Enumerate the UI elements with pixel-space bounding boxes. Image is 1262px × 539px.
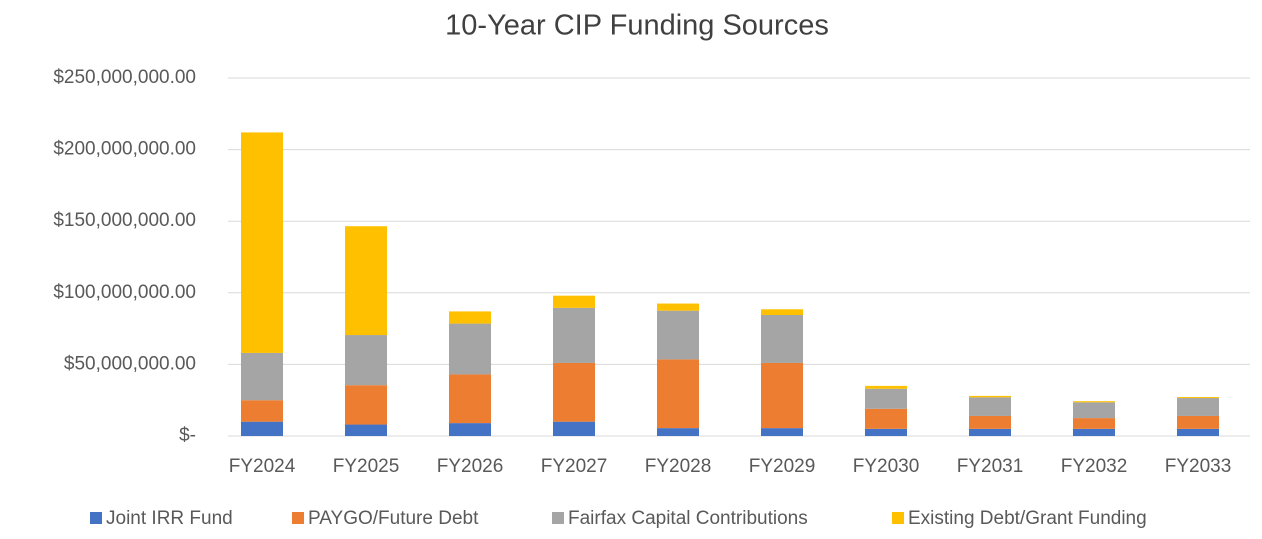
bar-segment — [449, 374, 491, 424]
bar-segment — [1073, 428, 1115, 436]
bar-segment — [1073, 401, 1115, 403]
bar-segment — [241, 421, 283, 436]
bar-segment — [1177, 428, 1219, 436]
y-tick-label: $200,000,000.00 — [53, 139, 196, 160]
legend-label: Existing Debt/Grant Funding — [908, 508, 1147, 529]
bar-segment — [553, 421, 595, 436]
x-tick-label: FY2031 — [957, 456, 1024, 477]
bar-segment — [865, 385, 907, 389]
bar-segment — [969, 397, 1011, 416]
bar-segment — [345, 424, 387, 436]
bar-segment — [1177, 415, 1219, 429]
bar-segment — [449, 423, 491, 436]
x-tick-label: FY2030 — [853, 456, 920, 477]
bar-segment — [865, 428, 907, 436]
bar-segment — [241, 400, 283, 422]
x-tick-label: FY2026 — [437, 456, 504, 477]
bar-segment — [761, 362, 803, 429]
x-tick-label: FY2032 — [1061, 456, 1128, 477]
bar-segment — [553, 307, 595, 363]
bar-segment — [345, 226, 387, 336]
legend-label: Fairfax Capital Contributions — [568, 508, 808, 529]
bar-segment — [1177, 397, 1219, 399]
bar-segment — [345, 335, 387, 386]
bar-segment — [657, 359, 699, 429]
x-tick-label: FY2027 — [541, 456, 608, 477]
bar-segment — [865, 388, 907, 409]
x-tick-label: FY2029 — [749, 456, 816, 477]
bar-segment — [449, 323, 491, 375]
legend-label: PAYGO/Future Debt — [308, 508, 479, 529]
bar-segment — [969, 428, 1011, 436]
bar-segment — [761, 428, 803, 436]
bar-segment — [1073, 418, 1115, 429]
bar-segment — [1073, 402, 1115, 419]
legend-swatch — [90, 512, 102, 524]
bar-segment — [761, 314, 803, 363]
y-tick-label: $100,000,000.00 — [53, 282, 196, 303]
y-tick-label: $250,000,000.00 — [53, 67, 196, 88]
bar-segment — [241, 132, 283, 353]
y-tick-label: $50,000,000.00 — [64, 353, 196, 374]
bar-segment — [1177, 398, 1219, 416]
legend-label: Joint IRR Fund — [106, 508, 233, 529]
bar-segment — [657, 310, 699, 360]
bar-segment — [657, 303, 699, 311]
y-tick-label: $- — [179, 425, 196, 446]
chart-title: 10-Year CIP Funding Sources — [445, 10, 829, 42]
bar-segment — [553, 362, 595, 422]
bar-segment — [241, 352, 283, 401]
legend-swatch — [552, 512, 564, 524]
bar-segment — [969, 415, 1011, 429]
y-tick-label: $150,000,000.00 — [53, 210, 196, 231]
legend-swatch — [892, 512, 904, 524]
x-tick-label: FY2024 — [229, 456, 296, 477]
bar-segment — [865, 408, 907, 429]
bar-segment — [553, 295, 595, 308]
x-tick-label: FY2025 — [333, 456, 400, 477]
x-tick-label: FY2028 — [645, 456, 712, 477]
bar-segment — [969, 395, 1011, 398]
x-tick-label: FY2033 — [1165, 456, 1232, 477]
bar-segment — [657, 428, 699, 436]
bar-segment — [345, 385, 387, 425]
legend-swatch — [292, 512, 304, 524]
bar-segment — [449, 311, 491, 324]
bar-segment — [761, 309, 803, 315]
